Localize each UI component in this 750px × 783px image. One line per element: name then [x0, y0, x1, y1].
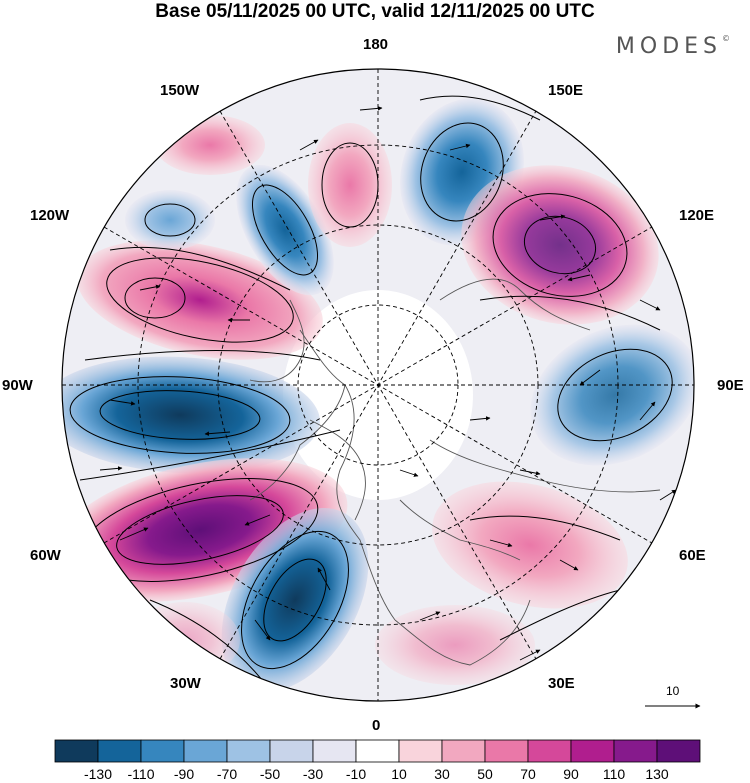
colorbar-tick-label: -50	[259, 766, 281, 782]
colorbar-swatch	[613, 739, 658, 763]
colorbar-tick-label: 70	[520, 766, 536, 782]
colorbar	[54, 739, 701, 763]
brand-text: MODES	[615, 34, 722, 59]
colorbar-swatch	[484, 739, 529, 763]
lon-label-30w: 30W	[170, 675, 201, 692]
lon-label-90e: 90E	[717, 377, 744, 394]
colorbar-swatch	[269, 739, 314, 763]
colorbar-swatch	[54, 739, 99, 763]
colorbar-swatch	[355, 739, 400, 763]
colorbar-swatch	[656, 739, 701, 763]
streamlines	[69, 95, 673, 691]
lon-label-60w: 60W	[30, 547, 61, 564]
colorbar-tick-label: 10	[391, 766, 407, 782]
positive-anomaly-120w	[77, 240, 323, 360]
positive-anomaly-55e	[432, 481, 628, 609]
colorbar-tick-label: -30	[302, 766, 324, 782]
positive-anomaly-160w	[155, 115, 265, 175]
colorbar-swatch	[441, 739, 486, 763]
colorbar-swatch	[183, 739, 228, 763]
graticule	[62, 69, 694, 701]
colorbar-tick-label: 130	[645, 766, 669, 782]
chart-title: Base 05/11/2025 00 UTC, valid 12/11/2025…	[155, 1, 595, 22]
wind-vectors	[99, 106, 677, 671]
colorbar-swatch	[226, 739, 271, 763]
positive-anomaly-40w	[130, 602, 240, 678]
coastlines	[249, 278, 661, 666]
lon-label-90w: 90W	[2, 377, 33, 394]
lon-label-60e: 60E	[679, 547, 706, 564]
colorbar-swatch	[97, 739, 142, 763]
colorbar-tick-label: 110	[602, 766, 626, 782]
lon-label-150e: 150E	[548, 82, 584, 99]
negative-anomaly-90w	[62, 356, 320, 474]
lon-label-120w: 120W	[30, 207, 70, 224]
negative-anomaly-150w	[236, 164, 334, 296]
colorbar-tick-label: -110	[127, 766, 155, 782]
colorbar-tick-label: -90	[173, 766, 195, 782]
lon-label-0: 0	[372, 717, 381, 734]
colorbar-swatch	[527, 739, 572, 763]
positive-anomaly-170w	[308, 123, 392, 247]
lon-label-120e: 120E	[679, 207, 715, 224]
colorbar-tick-label: 30	[434, 766, 450, 782]
colorbar-tick-label: -130	[83, 766, 113, 782]
colorbar-swatch	[570, 739, 615, 763]
lon-label-150w: 150W	[160, 82, 200, 99]
anomaly-field	[62, 69, 694, 701]
negative-anomaly-140w	[125, 190, 215, 250]
colorbar-swatch	[140, 739, 185, 763]
lon-label-30e: 30E	[548, 675, 575, 692]
colorbar-tick-label: -70	[216, 766, 238, 782]
colorbar-tick-label: -10	[345, 766, 367, 782]
colorbar-tick-label: 50	[477, 766, 493, 782]
brand-registered-mark: ©	[722, 34, 730, 43]
negative-anomaly-30w	[221, 508, 369, 692]
lon-label-180: 180	[363, 36, 389, 53]
colorbar-swatch	[398, 739, 443, 763]
colorbar-tick-label: 90	[563, 766, 579, 782]
reference-vector-label: 10	[666, 684, 680, 698]
positive-anomaly-20e	[375, 605, 535, 685]
modes-logo: MODES©	[616, 34, 730, 59]
map-boundary	[61, 68, 695, 702]
negative-anomaly-90e	[530, 324, 694, 466]
colorbar-swatch	[312, 739, 357, 763]
